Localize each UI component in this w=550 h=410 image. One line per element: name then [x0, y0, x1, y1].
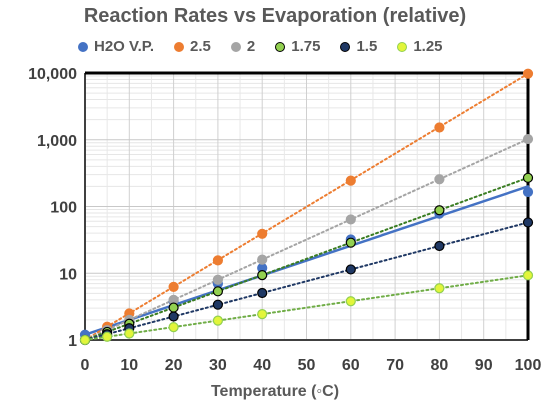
data-point-1-25: [212, 315, 223, 326]
legend-marker: [230, 41, 241, 52]
data-point-1-5: [345, 264, 356, 275]
x-tick-label: 20: [165, 357, 183, 374]
legend-marker: [397, 41, 408, 52]
trendline-2: [84, 138, 529, 341]
data-point-1-25: [345, 296, 356, 307]
trendline-1-25: [84, 274, 529, 341]
data-point-1-5: [212, 299, 223, 310]
x-axis-label: Temperature (◦C): [210, 383, 340, 400]
x-tick-label: 100: [515, 357, 542, 374]
legend-label: H2O V.P.: [94, 38, 155, 55]
x-tick-label: 60: [342, 357, 360, 374]
data-point-2-5: [434, 122, 445, 133]
legend-item: 2.5: [174, 38, 211, 55]
y-tick-label: 1,000: [37, 133, 77, 150]
data-point-1-25: [434, 283, 445, 294]
data-point-1-25: [522, 270, 534, 281]
legend-item: 1.25: [397, 38, 443, 55]
legend-item: 1.5: [340, 38, 377, 55]
data-point-1-75: [522, 172, 534, 183]
legend-label: 1.75: [291, 38, 321, 55]
trendline-1-5: [84, 221, 529, 341]
data-point-1-5: [434, 240, 445, 252]
x-tick-label: 80: [431, 357, 449, 374]
legend-marker: [174, 41, 185, 52]
trendline-1-75: [84, 176, 529, 341]
legend-item: 2: [230, 38, 256, 55]
y-tick-label: 10,000: [28, 66, 77, 83]
legend-item: 1.75: [275, 38, 320, 55]
trendline-2-5: [84, 72, 529, 341]
data-point-1-25: [124, 328, 135, 339]
legend-marker: [78, 41, 88, 52]
data-point-1-25: [102, 331, 113, 342]
data-point-2: [212, 274, 223, 285]
data-point-1-5: [257, 287, 268, 299]
x-tick-label: 30: [209, 357, 227, 374]
legend-marker: [275, 41, 286, 52]
y-tick-label: 100: [50, 200, 77, 217]
data-point-1-75: [168, 302, 179, 313]
legend-label: 1.5: [356, 38, 378, 55]
data-point-2-5: [345, 175, 356, 186]
data-point-1-75: [257, 270, 268, 281]
legend-marker: [340, 41, 351, 52]
legend-label: 2.5: [190, 38, 211, 55]
y-tick-label: 10: [59, 266, 77, 283]
legend-item: H2O V.P.: [78, 38, 154, 55]
data-point-2: [434, 174, 445, 185]
data-point-2-5: [522, 68, 534, 79]
data-point-1-75: [345, 237, 356, 248]
data-point-2: [345, 214, 356, 225]
legend-label: 1.25: [413, 38, 443, 55]
data-point-2-5: [168, 281, 179, 292]
x-tick-label: 70: [386, 357, 404, 374]
x-tick-label: 40: [253, 357, 271, 374]
data-point-1-75: [434, 205, 445, 216]
data-point-1-25: [168, 322, 179, 333]
data-point-2-5: [257, 228, 268, 239]
data-point-2: [522, 133, 534, 145]
legend-label: 2: [246, 38, 256, 55]
data-point-1-25: [257, 309, 268, 320]
x-tick-label: 90: [475, 357, 493, 374]
data-point-1-5: [522, 217, 534, 228]
data-point-1-5: [168, 311, 179, 322]
chart-title: Reaction Rates vs Evaporation (relative): [83, 5, 467, 27]
data-point-2: [257, 254, 268, 265]
data-point-1-25: [79, 334, 91, 346]
trendline-h2o-v-p-: [83, 185, 530, 336]
x-tick-label: 10: [120, 357, 138, 374]
x-tick-label: 0: [81, 357, 90, 374]
data-point-2-5: [212, 255, 223, 266]
y-tick-label: 1: [68, 333, 77, 350]
x-tick-label: 50: [298, 357, 316, 374]
data-point-1-75: [212, 286, 223, 297]
legend: H2O V.P. 2.5 2 1.75 1.5 1.25: [78, 38, 463, 55]
data-point-h2o-v-p-: [522, 186, 534, 198]
